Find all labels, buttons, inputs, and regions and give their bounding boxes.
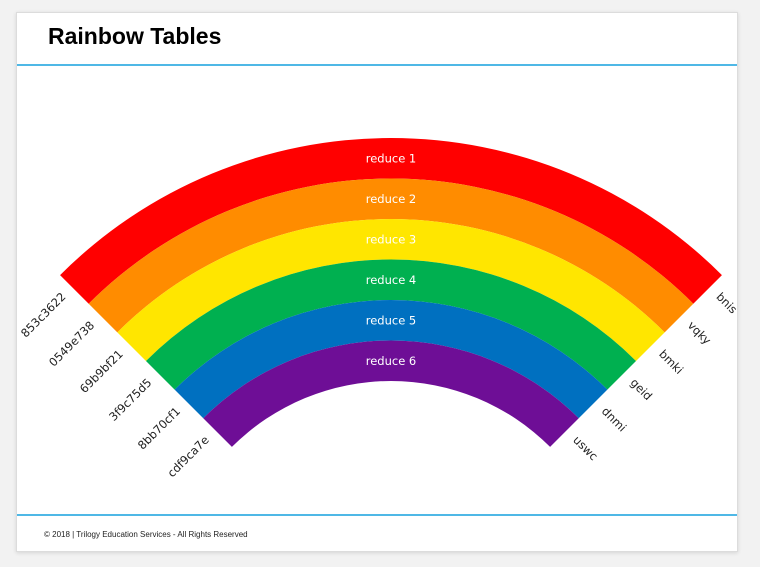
left-hash-4: 3f9c75d5: [106, 376, 154, 424]
slide-title: Rainbow Tables: [48, 23, 222, 49]
right-word-3: bmki: [656, 347, 686, 377]
rainbow-bands: [60, 138, 722, 447]
right-word-6: uswc: [570, 433, 600, 463]
footer-copyright: © 2018 | Trilogy Education Services - Al…: [44, 530, 248, 539]
left-hash-2: 0549e738: [46, 318, 97, 369]
right-word-5: dnmi: [599, 404, 629, 434]
band-label-1: reduce 1: [366, 151, 417, 165]
right-word-4: geid: [628, 376, 655, 403]
rainbow-band-6: [203, 340, 579, 447]
band-label-2: reduce 2: [366, 192, 417, 206]
footer-divider: [17, 514, 737, 516]
right-word-2: vqky: [685, 318, 714, 347]
left-hash-5: 8bb70cf1: [135, 404, 183, 452]
left-hash-3: 69b9bf21: [77, 347, 126, 396]
band-label-6: reduce 6: [366, 354, 417, 368]
left-hash-6: cdf9ca7e: [165, 433, 212, 480]
rainbow-diagram: reduce 1 reduce 2 reduce 3 reduce 4 reduce 5…: [18, 138, 737, 480]
rainbow-band-1: [60, 138, 722, 304]
rainbow-band-labels: reduce 1 reduce 2 reduce 3 reduce 4 reduce 5…: [366, 151, 417, 368]
rainbow-band-3: [117, 219, 665, 361]
rainbow-band-2: [88, 178, 694, 333]
header-divider: [17, 64, 737, 66]
rainbow-band-4: [145, 259, 637, 390]
left-hash-1: 853c3622: [18, 290, 69, 341]
band-label-3: reduce 3: [366, 232, 417, 246]
right-word-1: bnis: [713, 290, 737, 317]
band-label-5: reduce 5: [366, 313, 417, 327]
rainbow-band-5: [174, 300, 608, 419]
band-label-4: reduce 4: [366, 273, 417, 287]
